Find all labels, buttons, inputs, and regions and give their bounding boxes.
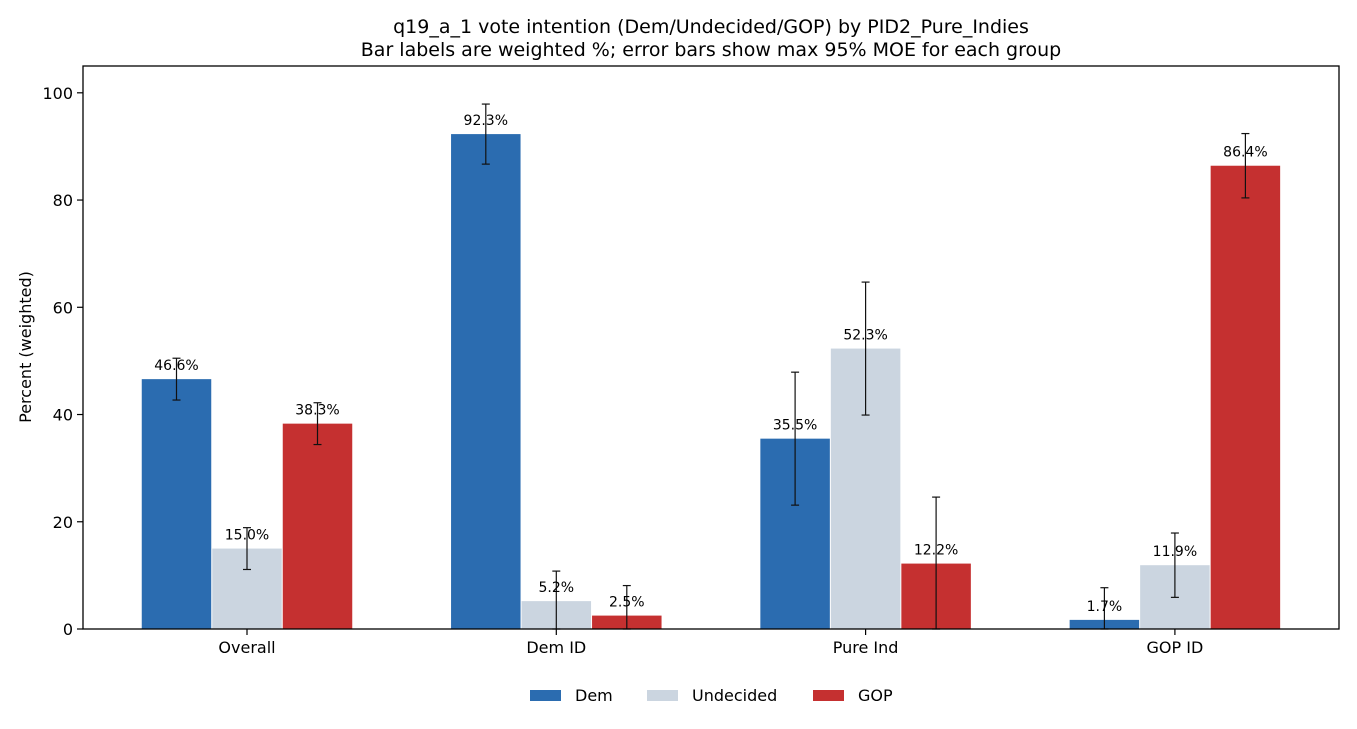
plot-area: 0 20 40 60 80 100 Overall 46.6% 15.0% 38.3% Dem ID… — [42, 65, 1340, 657]
data-label: 46.6% — [154, 358, 198, 374]
data-label: 15.0% — [225, 528, 269, 544]
chart-subtitle: Bar labels are weighted %; error bars sh… — [361, 39, 1061, 61]
data-label: 35.5% — [773, 418, 817, 434]
data-label: 5.2% — [539, 580, 575, 596]
data-label: 2.5% — [609, 595, 645, 611]
data-label: 38.3% — [295, 403, 339, 419]
data-label: 12.2% — [914, 543, 958, 559]
x-tick-label: Pure Ind — [833, 638, 899, 657]
y-tick-label: 0 — [63, 620, 73, 639]
y-tick-label: 80 — [53, 191, 73, 210]
x-tick-label: Overall — [218, 638, 275, 657]
y-axis-label: Percent (weighted) — [16, 271, 35, 423]
bar-dem — [451, 134, 521, 629]
x-tick-label: Dem ID — [526, 638, 586, 657]
legend-swatch-dem — [530, 690, 561, 701]
data-label: 1.7% — [1087, 599, 1123, 615]
data-label: 92.3% — [464, 113, 508, 129]
y-tick-label: 100 — [42, 84, 73, 103]
data-label: 11.9% — [1153, 544, 1197, 560]
y-tick-label: 40 — [53, 406, 73, 425]
legend-label-gop: GOP — [858, 686, 893, 705]
chart-title: q19_a_1 vote intention (Dem/Undecided/GO… — [393, 16, 1029, 38]
x-tick-label: GOP ID — [1147, 638, 1204, 657]
y-tick-label: 20 — [53, 513, 73, 532]
y-tick-label: 60 — [53, 298, 73, 317]
bar-gop — [1210, 165, 1281, 629]
plot-frame — [82, 65, 1340, 630]
legend-label-dem: Dem — [575, 686, 613, 705]
legend: Dem Undecided GOP — [530, 686, 893, 705]
legend-label-undecided: Undecided — [692, 686, 777, 705]
data-label: 86.4% — [1223, 145, 1267, 161]
legend-swatch-undecided — [647, 690, 678, 701]
bar-gop — [282, 423, 353, 629]
legend-swatch-gop — [813, 690, 844, 701]
data-label: 52.3% — [843, 328, 887, 344]
bar-dem — [141, 379, 212, 629]
